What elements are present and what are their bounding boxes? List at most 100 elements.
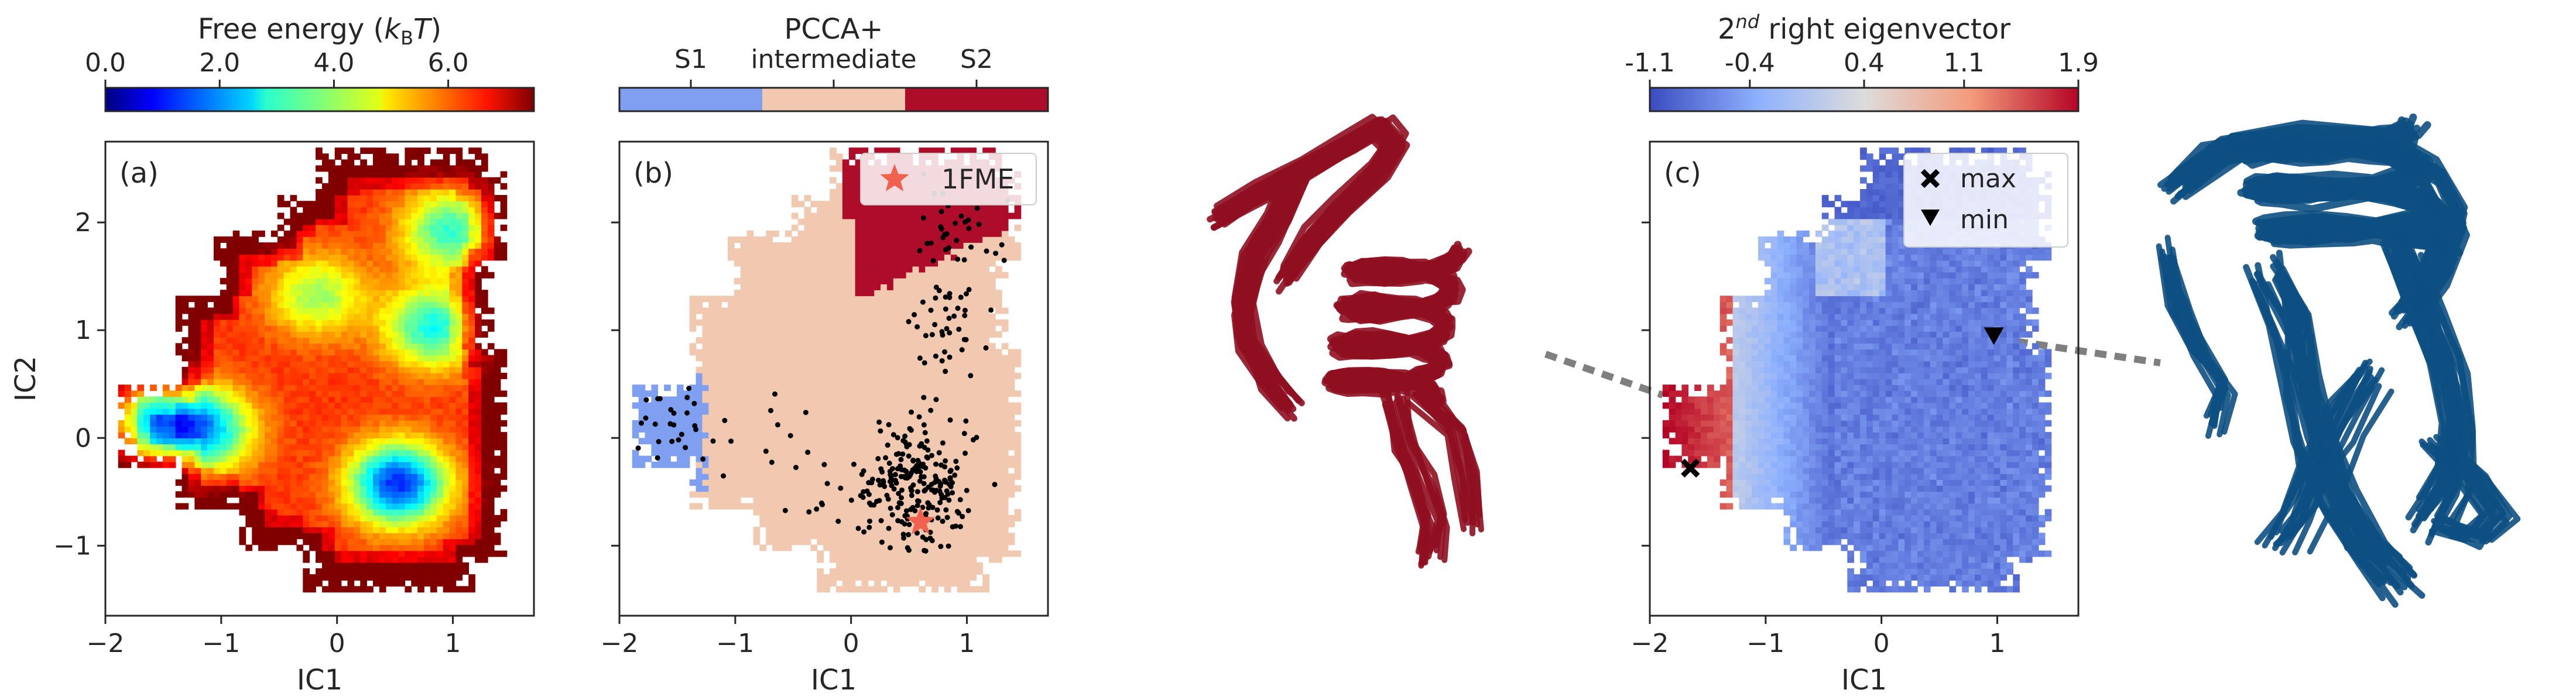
scatter-point xyxy=(938,492,944,497)
scatter-point xyxy=(946,543,951,549)
scatter-point xyxy=(866,500,872,506)
scatter-point xyxy=(883,455,889,461)
scatter-point xyxy=(805,449,811,455)
x-tick-label: −2 xyxy=(87,629,125,658)
x-tick-label: −1 xyxy=(716,629,754,658)
scatter-point xyxy=(899,519,905,525)
min-marker xyxy=(1984,327,2004,345)
scatter-point xyxy=(728,438,734,444)
scatter-point xyxy=(942,349,948,355)
scatter-point xyxy=(916,460,922,466)
scatter-point xyxy=(700,456,706,462)
scatter-point xyxy=(912,312,917,318)
backbone-trace xyxy=(2156,243,2225,419)
scatter-point xyxy=(924,241,930,246)
scatter-point xyxy=(953,220,958,226)
scatter-point xyxy=(928,307,934,313)
scatter-point xyxy=(769,459,775,465)
scatter-point xyxy=(866,518,872,524)
scatter-point xyxy=(643,397,649,403)
scatter-point xyxy=(869,476,875,482)
scatter-point xyxy=(950,480,955,486)
scatter-point xyxy=(948,468,954,473)
scatter-point xyxy=(886,422,892,428)
scatter-point xyxy=(893,480,899,486)
colorbar-intermediate-label: intermediate xyxy=(751,44,916,74)
panel-c-xlabel: IC1 xyxy=(1841,664,1887,696)
scatter-point xyxy=(806,509,812,515)
scatter-point xyxy=(958,294,964,300)
colorbar-tick-label: 6.0 xyxy=(428,48,469,78)
scatter-point xyxy=(923,332,929,338)
panel-a-label: (a) xyxy=(119,157,159,190)
colorbar-tick-label: 1.1 xyxy=(1944,48,1985,78)
scatter-point xyxy=(898,457,904,462)
scatter-point xyxy=(959,347,965,353)
scatter-point xyxy=(940,519,946,524)
scatter-point xyxy=(924,438,930,444)
scatter-point xyxy=(928,407,934,413)
scatter-point xyxy=(922,548,927,554)
scatter-point xyxy=(814,506,820,512)
scatter-point xyxy=(643,415,649,421)
scatter-point xyxy=(943,507,949,513)
scatter-point xyxy=(976,221,982,227)
protein-structure-s1 xyxy=(1207,114,1484,569)
scatter-point xyxy=(955,256,961,262)
scatter-point xyxy=(962,307,968,313)
scatter-point xyxy=(652,421,658,427)
scatter-point xyxy=(887,479,893,485)
panel-a: (a) −2 −1 0 1 −1 0 1 2 IC1 IC2 0.0 2.0 4.0 6.0 Fr… xyxy=(9,13,535,696)
scatter-point xyxy=(965,507,971,513)
scatter-point xyxy=(962,219,968,225)
scatter-point xyxy=(858,493,864,499)
pcca-colorbar-title: PCCA+ xyxy=(784,13,883,46)
scatter-point xyxy=(882,483,888,489)
scatter-point xyxy=(942,495,948,500)
y-tick-label: −1 xyxy=(53,531,91,561)
scatter-point xyxy=(821,462,827,468)
scatter-point xyxy=(875,456,881,462)
scatter-point xyxy=(876,497,882,503)
y-tick-label: 0 xyxy=(75,423,91,453)
scatter-point xyxy=(961,257,967,263)
panel-c-frame xyxy=(1649,140,2080,617)
free-energy-colorbar xyxy=(104,87,535,112)
scatter-point xyxy=(948,484,954,490)
scatter-point xyxy=(957,524,963,530)
scatter-point xyxy=(900,451,906,457)
x-tick-label: −1 xyxy=(202,629,240,658)
scatter-point xyxy=(922,430,928,435)
scatter-point xyxy=(908,409,914,415)
legend-min-label: min xyxy=(1960,205,2009,235)
scatter-point xyxy=(938,544,944,550)
scatter-point xyxy=(946,245,951,251)
scatter-point xyxy=(924,455,930,461)
colorbar-s1-segment xyxy=(619,88,762,111)
colorbar-tick-label: 0.0 xyxy=(85,48,126,78)
scatter-point xyxy=(899,487,905,493)
scatter-point xyxy=(922,360,927,366)
scatter-point xyxy=(878,466,884,472)
scatter-point xyxy=(691,400,697,406)
scatter-point xyxy=(932,489,938,495)
panel-b-xlabel: IC1 xyxy=(811,664,857,696)
scatter-point xyxy=(902,433,908,439)
scatter-point xyxy=(952,472,958,478)
scatter-point xyxy=(871,502,877,508)
scatter-point xyxy=(930,505,936,510)
scatter-point xyxy=(900,438,906,444)
scatter-point xyxy=(962,450,968,456)
scatter-point xyxy=(710,438,716,444)
scatter-point xyxy=(951,313,957,319)
scatter-point xyxy=(926,505,931,511)
protein-structure-s2 xyxy=(2156,113,2521,608)
scatter-point xyxy=(835,519,841,524)
eigenvector-colorbar-ticks: -1.1 -0.4 0.4 1.1 1.9 xyxy=(1625,48,2099,88)
scatter-point xyxy=(944,231,950,237)
scatter-point xyxy=(884,492,890,498)
free-energy-heatmap xyxy=(118,147,508,593)
backbone-trace xyxy=(2173,124,2457,308)
scatter-point xyxy=(639,420,645,426)
scatter-point xyxy=(999,242,1005,248)
